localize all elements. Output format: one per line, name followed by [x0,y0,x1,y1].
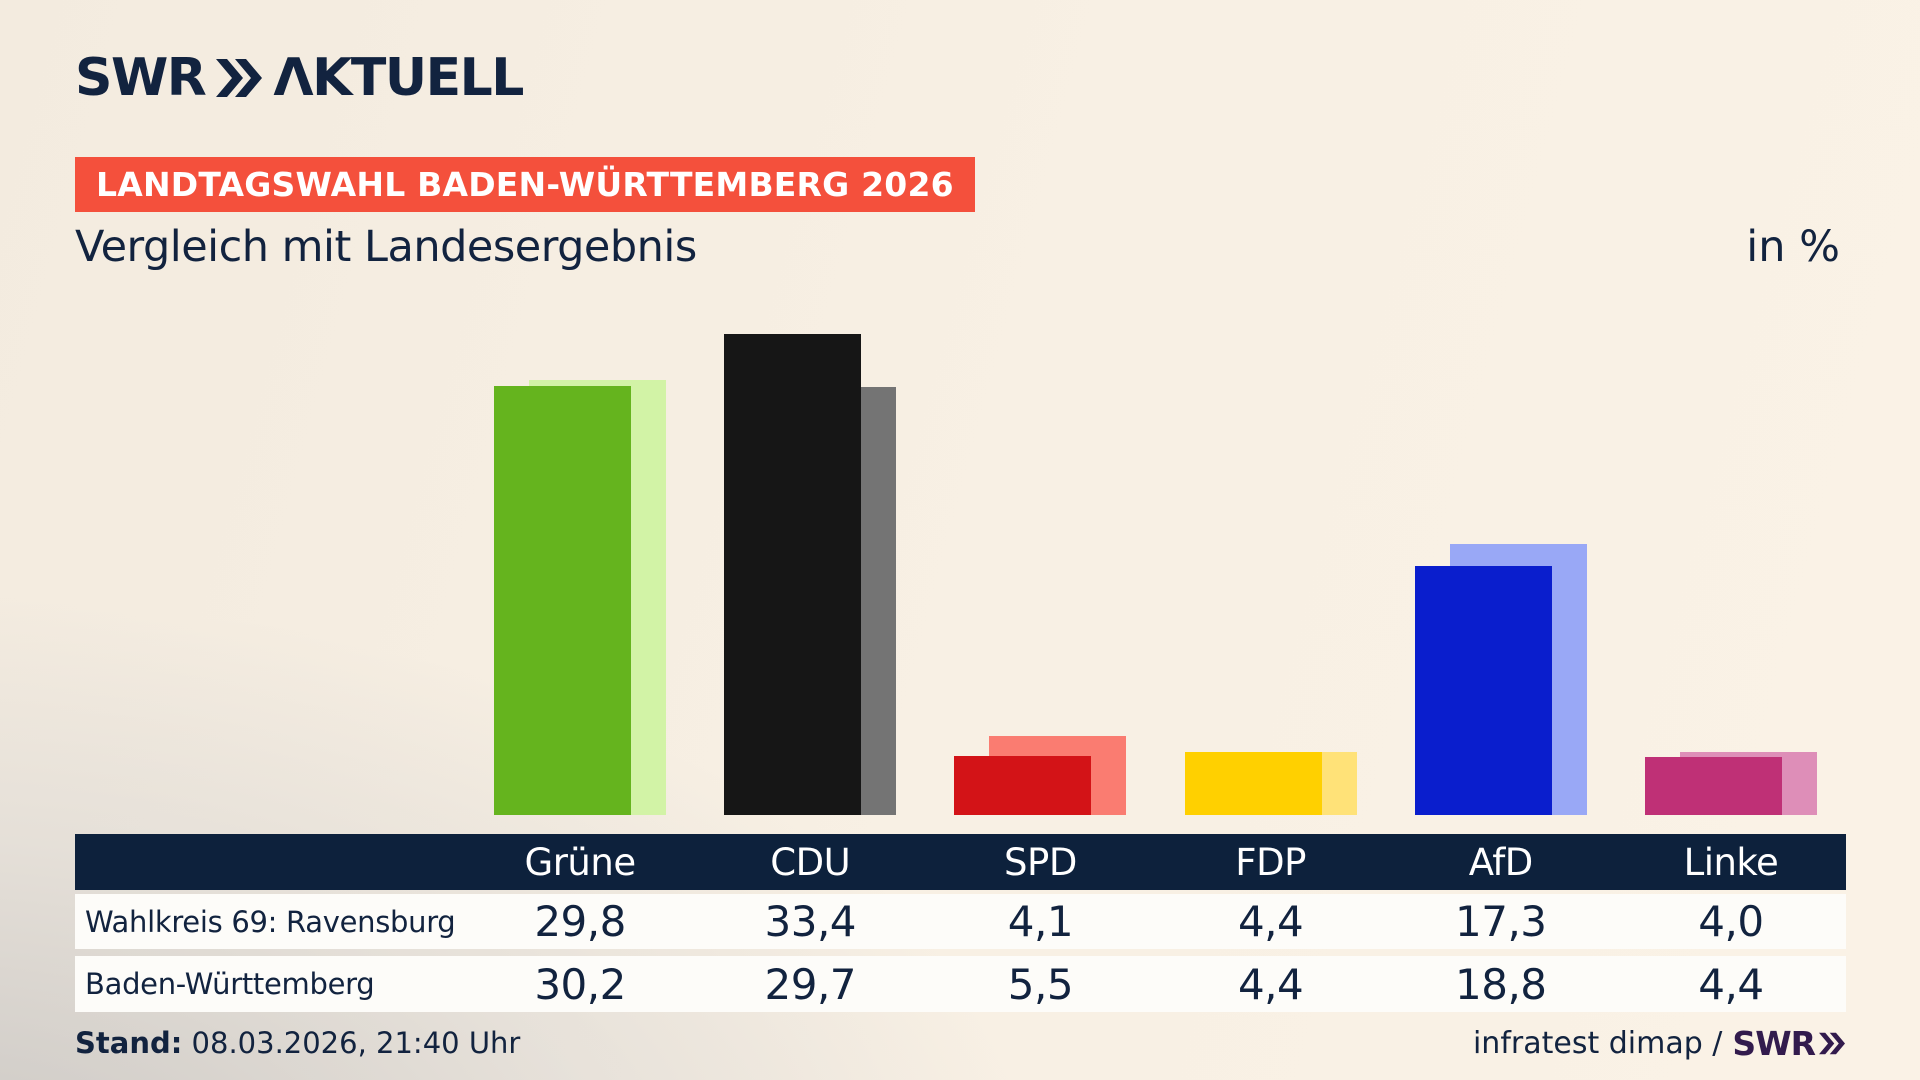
unit-label: in % [1746,222,1840,272]
chart-title: Vergleich mit Landesergebnis [75,222,697,272]
bar-fdp-district [1184,751,1322,815]
bar-afd-district [1414,565,1552,815]
column-header-gruene: Grüne [524,840,637,884]
value-cell-gruene-state: 30,2 [534,959,626,1009]
stand-label: Stand: [75,1026,183,1060]
swr-source-logo: SWR [1732,1024,1845,1063]
source-attribution: infratest dimap / SWR [1473,1024,1845,1063]
value-cell-linke-district: 4,0 [1698,897,1764,946]
value-cell-afd-state: 18,8 [1455,959,1547,1009]
swr-source-logo-text: SWR [1732,1024,1816,1063]
table-header-row: Grüne CDU SPD FDP AfD Linke [75,834,1846,890]
column-header-fdp: FDP [1235,840,1306,884]
stand-value: 08.03.2026, 21:40 Uhr [182,1026,521,1060]
bar-cdu-district [724,334,862,815]
swr-chevrons-icon [216,58,263,98]
value-cell-cdu-district: 33,4 [764,897,857,946]
source-text: infratest dimap / [1472,1026,1723,1061]
value-cell-cdu-state: 29,7 [764,959,857,1009]
value-cell-spd-state: 5,5 [1007,959,1074,1009]
column-header-spd: SPD [1004,840,1077,884]
status-timestamp: Stand: 08.03.2026, 21:40 Uhr [75,1026,520,1060]
table-row-district: Wahlkreis 69: Ravensburg 29,8 33,4 4,1 4,4 17… [75,894,1846,949]
column-header-linke: Linke [1683,840,1779,884]
value-cell-spd-district: 4,1 [1007,897,1074,946]
aktuell-logo-text: ΛKTUELL [273,48,524,108]
bar-spd-district [954,755,1092,815]
row-label-baden-wuerttemberg: Baden-Württemberg [85,967,375,1001]
value-cell-fdp-district: 4,4 [1237,897,1304,946]
swr-aktuell-logo: SWR ΛKTUELL [75,48,524,108]
swr-source-chevrons-icon [1819,1032,1845,1055]
value-cell-gruene-district: 29,8 [534,897,626,946]
bar-linke-district [1644,757,1782,815]
row-label-wahlkreis-69-ravensburg: Wahlkreis 69: Ravensburg [85,904,456,939]
value-cell-linke-state: 4,4 [1698,959,1764,1009]
election-badge: LANDTAGSWAHL BADEN-WÜRTTEMBERG 2026 [75,157,975,212]
swr-logo-text: SWR [75,48,207,108]
value-cell-afd-district: 17,3 [1455,897,1547,946]
bar-chart [494,334,1817,815]
results-table: Grüne CDU SPD FDP AfD Linke Wahlkreis 69: Rav… [75,834,1846,1012]
bar-gruene-district [494,385,632,815]
table-row-state: Baden-Württemberg 30,2 29,7 5,5 4,4 18,8 4,4 [75,956,1846,1012]
value-cell-fdp-state: 4,4 [1237,959,1304,1009]
column-header-cdu: CDU [770,840,851,884]
column-header-afd: AfD [1468,840,1534,884]
